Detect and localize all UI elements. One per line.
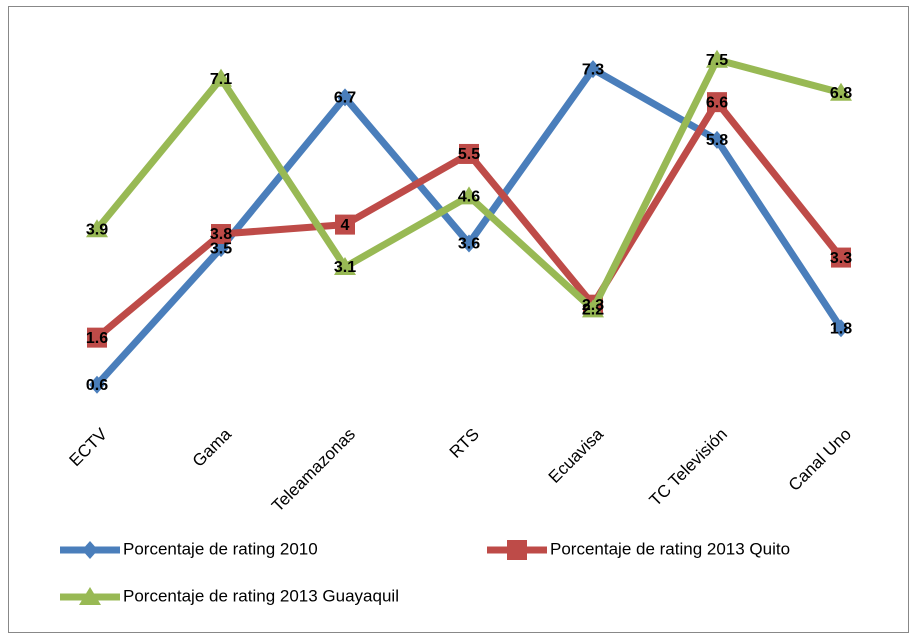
- legend-marker: [82, 541, 98, 559]
- data-label: 4.6: [458, 189, 480, 206]
- point: [707, 92, 727, 113]
- point: [459, 143, 479, 164]
- data-label: 5.5: [458, 146, 480, 163]
- data-label: 7.5: [706, 52, 728, 69]
- legend-label: Porcentaje de rating 2013 Guayaquil: [123, 586, 399, 605]
- point: [582, 299, 604, 318]
- point: [833, 319, 849, 338]
- data-label: 5.8: [706, 132, 728, 149]
- data-label: 1.6: [86, 330, 108, 347]
- data-label: 3.3: [830, 250, 852, 267]
- point: [89, 375, 105, 394]
- data-label: 0.6: [86, 377, 108, 394]
- data-label: 3.6: [458, 236, 480, 253]
- data-label: 3.8: [210, 226, 232, 243]
- data-label: 4: [341, 217, 350, 234]
- data-label: 3.9: [86, 222, 108, 239]
- data-label: 6.6: [706, 94, 728, 111]
- point: [831, 247, 851, 268]
- data-label: 6.8: [830, 85, 852, 102]
- data-label: 2.3: [582, 297, 604, 314]
- data-label: 7.1: [210, 71, 232, 88]
- legend-label: Porcentaje de rating 2010: [123, 539, 318, 558]
- point: [334, 256, 356, 275]
- data-label: 2.2: [582, 302, 604, 319]
- point: [86, 219, 108, 238]
- point: [87, 327, 107, 348]
- point: [210, 68, 232, 87]
- data-label: 1.8: [830, 320, 852, 337]
- legend-label: Porcentaje de rating 2013 Quito: [550, 539, 790, 558]
- data-label: 3.5: [210, 240, 232, 257]
- point: [337, 88, 353, 107]
- legend-marker: [507, 540, 527, 560]
- point: [706, 49, 728, 68]
- point: [709, 130, 725, 149]
- point: [585, 60, 601, 79]
- point: [335, 214, 355, 235]
- point: [458, 186, 480, 205]
- data-label: 3.1: [334, 259, 356, 276]
- point: [830, 82, 852, 101]
- legend-marker: [79, 587, 101, 605]
- point: [211, 224, 231, 245]
- data-label: 6.7: [334, 90, 356, 107]
- point: [461, 234, 477, 253]
- data-label: 7.3: [582, 61, 604, 78]
